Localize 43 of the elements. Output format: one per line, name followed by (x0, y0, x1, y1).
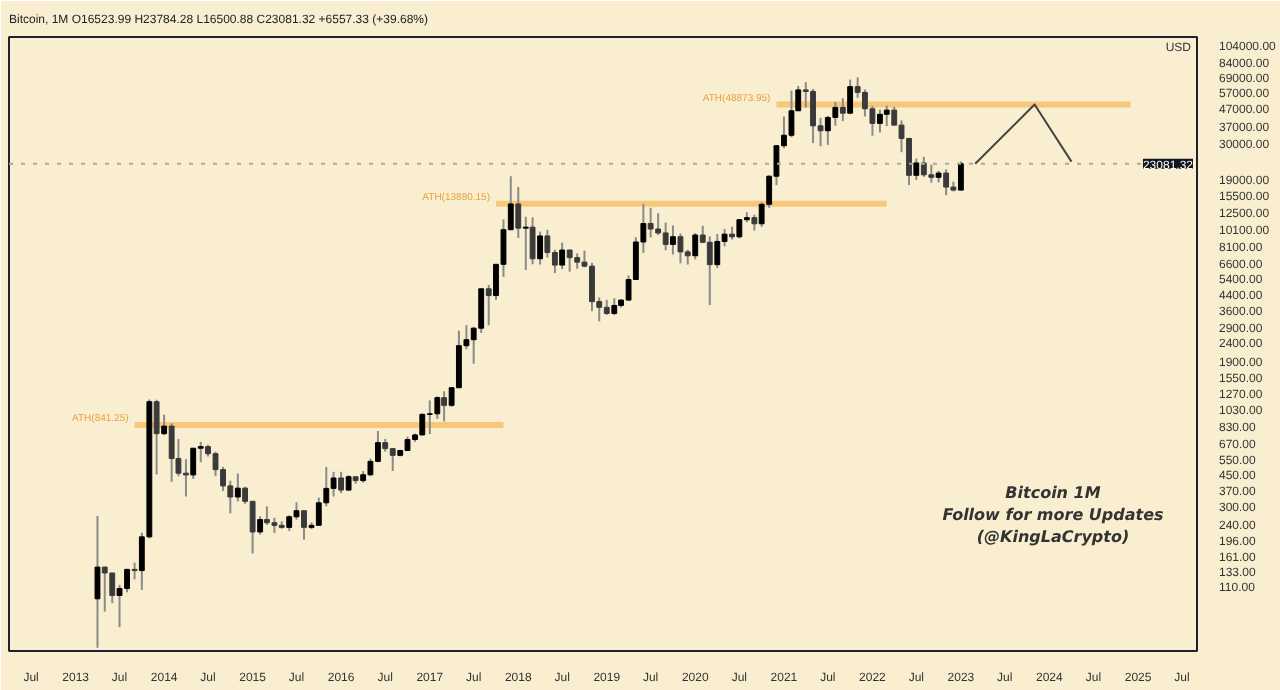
candlestick (529, 216, 536, 266)
candlestick (647, 206, 654, 239)
candlestick (559, 241, 566, 271)
candlestick (301, 509, 307, 541)
candlestick (161, 413, 168, 437)
candlestick (810, 88, 816, 145)
candlestick (662, 221, 669, 252)
candlestick (153, 398, 160, 476)
candlestick (957, 160, 964, 192)
candlestick (537, 230, 544, 266)
candlestick (544, 228, 551, 259)
candlestick (419, 412, 426, 437)
candlestick (706, 235, 713, 307)
candlestick (913, 157, 920, 181)
candlestick (109, 571, 116, 605)
candlestick (670, 224, 676, 256)
candlestick (839, 97, 846, 123)
candlestick (183, 458, 189, 498)
candlestick (94, 514, 101, 649)
annotation: Bitcoin 1M Follow for more Updates (@KingLaCrypto) (942, 484, 1165, 546)
candlestick (692, 232, 699, 261)
candlestick (847, 78, 854, 116)
candlestick (515, 185, 522, 240)
candlestick (330, 470, 337, 498)
candlestick (441, 390, 448, 423)
candlestick (234, 472, 241, 503)
candlestick (883, 104, 890, 128)
candlestick (566, 248, 573, 273)
candlestick (736, 218, 743, 240)
candlestick (389, 447, 396, 472)
candlestick (877, 108, 883, 134)
candlestick (168, 422, 175, 483)
candlestick (338, 470, 345, 495)
candlestick (943, 168, 950, 197)
candlestick (485, 283, 492, 327)
candlestick (589, 261, 595, 313)
candlestick (677, 232, 684, 265)
candlestick (426, 399, 433, 436)
candlestick (263, 505, 270, 526)
candlestick (655, 212, 662, 237)
candlestick (920, 155, 927, 178)
candlestick (522, 215, 529, 272)
candlestick (101, 565, 108, 613)
